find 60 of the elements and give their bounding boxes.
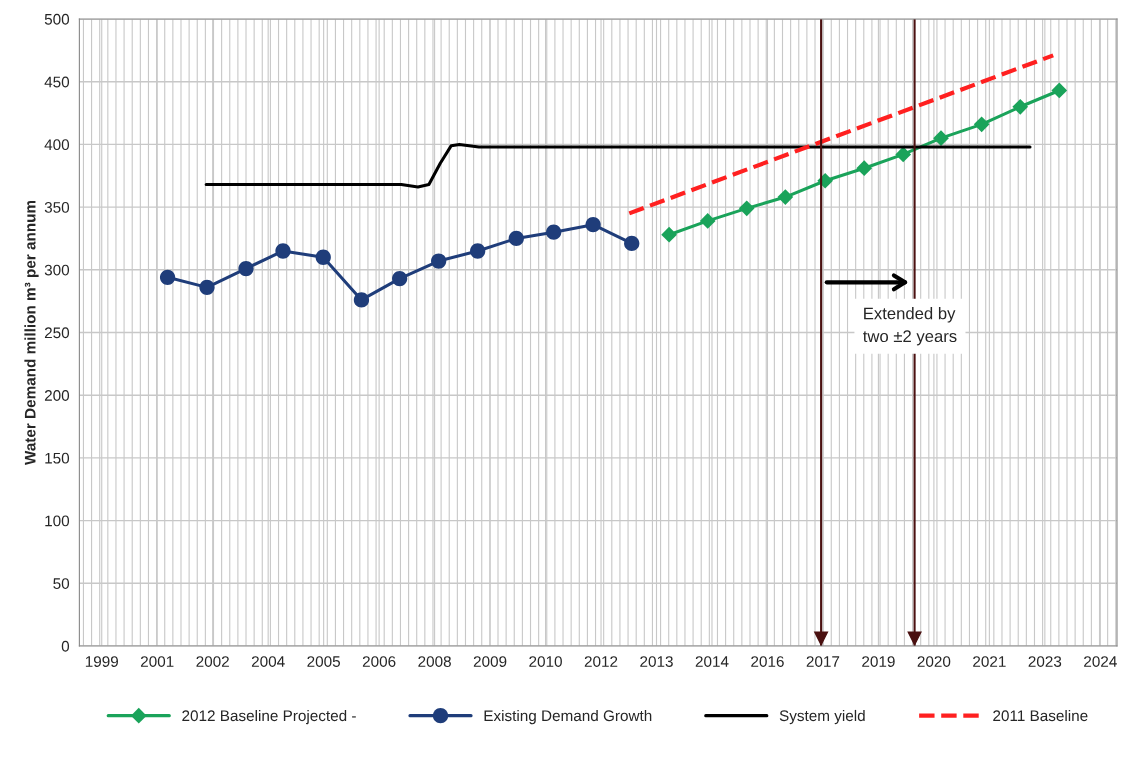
y-tick-label: 250 [44,327,70,339]
point [199,279,215,295]
x-tick-label: 2013 [640,656,673,667]
annotation: Extended by two ±2 years [863,307,957,346]
point [973,116,990,133]
y-tick-label: 100 [45,515,70,527]
point [1051,82,1068,99]
y-tick-label: 400 [44,139,70,151]
x-tick-label: 2024 [1084,656,1117,667]
x-tick-label: 2019 [862,656,895,667]
x-tick-label: 2021 [973,656,1006,667]
point [738,200,755,217]
x-tick-label: 2002 [196,656,229,667]
point [585,217,601,233]
point [661,226,677,243]
legend-label: Existing Demand Growth [484,709,652,725]
y-tick-label: 50 [53,578,70,589]
x-tick-label: 2010 [529,656,562,667]
point [1012,98,1029,115]
point [159,269,176,285]
x-tick-label: 2006 [362,656,396,667]
x-tick-label: 2017 [806,656,840,667]
point [275,243,291,259]
x-tick-label: 2008 [418,656,451,667]
point [624,235,640,252]
line-series [204,142,1032,189]
point [238,260,254,277]
point [392,270,408,287]
point [933,130,949,146]
point [546,224,562,240]
x-tick-label: 2005 [307,656,340,667]
point [431,253,447,269]
legend-label: 2012 Baseline Projected - [182,709,356,725]
y-tick-label: 150 [45,452,70,464]
legend-label: System yield [779,709,865,725]
y-tick-label: 500 [44,13,70,25]
y-axis-title: Water Demand million m³ per annum [24,200,39,466]
x-tick-label: 2023 [1028,656,1062,667]
x-tick-label: 2004 [251,656,285,667]
y-tick-label: 450 [44,76,70,88]
legend-label: 2011 Baseline [993,709,1088,722]
x-tick-label: 2016 [751,656,784,667]
point [856,160,873,177]
y-tick-label: 200 [44,390,70,401]
y-tick-label: 350 [44,201,70,213]
x-tick-label: 2020 [917,656,951,667]
y-tick-label: 300 [44,264,70,276]
point [777,189,794,205]
point [508,230,524,247]
point [470,243,486,259]
x-tick-label: 2012 [584,656,618,667]
y-tick-label: 0 [61,640,70,652]
x-tick-label: 2009 [473,656,507,667]
x-tick-label: 2001 [140,656,174,667]
point [895,146,912,163]
x-tick-label: 1999 [85,656,118,667]
point [699,213,716,229]
point [353,292,370,308]
x-tick-label: 2014 [695,656,729,667]
point [315,249,331,265]
